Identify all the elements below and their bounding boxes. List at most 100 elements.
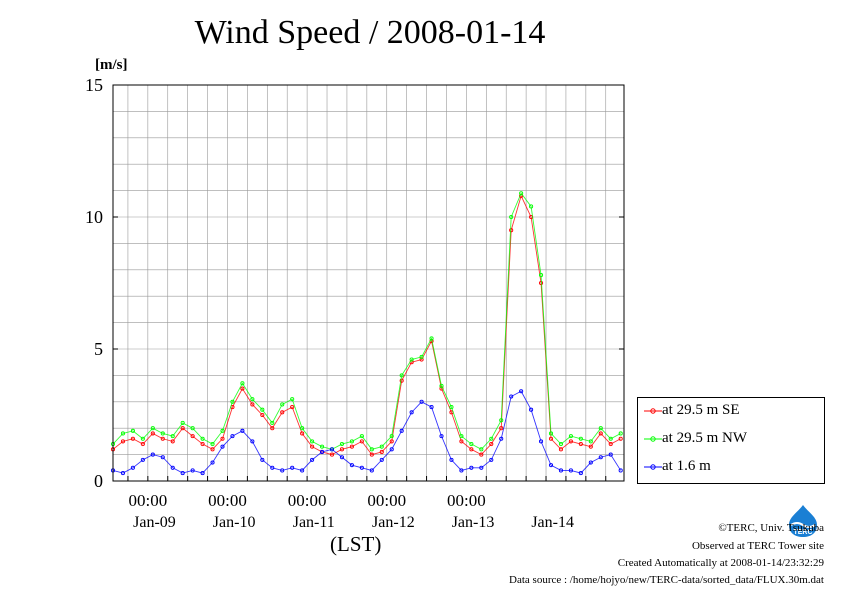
series-point-1 (588, 439, 593, 444)
legend-item-1-6m: at 1.6 m (638, 456, 824, 478)
series-point-0 (509, 228, 514, 233)
series-point-0 (210, 447, 215, 452)
series-point-1 (250, 397, 255, 402)
series-point-2 (280, 468, 285, 473)
series-point-2 (180, 471, 185, 476)
series-point-0 (170, 439, 175, 444)
grid (113, 85, 624, 481)
series-point-1 (389, 434, 394, 439)
x-date-label: Jan-10 (213, 514, 256, 531)
series-line-1 (112, 192, 621, 450)
series-point-1 (409, 357, 414, 362)
series-point-0 (459, 439, 464, 444)
series-point-1 (489, 436, 494, 441)
x-date-label: Jan-13 (452, 514, 495, 531)
series-point-0 (300, 431, 305, 436)
series-point-1 (568, 434, 573, 439)
credit-created: Created Automatically at 2008-01-14/23:3… (617, 557, 824, 569)
series-point-2 (489, 457, 494, 462)
series-point-2 (588, 460, 593, 465)
y-tick-label: 15 (85, 75, 103, 95)
series-point-2 (419, 399, 424, 404)
series-point-1 (339, 441, 345, 447)
series-point-2 (548, 463, 554, 468)
y-tick-label: 0 (94, 471, 103, 491)
series-point-1 (578, 436, 583, 441)
series-point-2 (618, 468, 623, 473)
axis-ticks: 0 5 10 15 00:00 00:00 00:00 00:00 00:00 Jan-09 Jan… (85, 75, 624, 531)
logo-text: TERC (793, 529, 812, 536)
series-point-0 (608, 441, 613, 447)
series-point-2 (220, 444, 225, 449)
series-point-0 (270, 426, 275, 431)
credit-source: Data source : /home/hojyo/new/TERC-data/… (509, 574, 824, 586)
series-point-1 (180, 420, 185, 425)
series-point-0 (150, 431, 155, 436)
series-point-1 (449, 405, 454, 410)
series-point-0 (598, 431, 603, 436)
series-point-0 (339, 447, 345, 452)
legend-label-se: at 29.5 m SE (662, 402, 740, 418)
series-point-2 (469, 465, 474, 470)
series-point-2 (150, 452, 155, 457)
legend-marker-1-6m (644, 464, 662, 470)
series-point-1 (280, 402, 285, 407)
series-point-1 (359, 434, 364, 439)
series-point-0 (190, 434, 195, 439)
series-point-2 (250, 439, 255, 444)
series-point-0 (499, 426, 504, 431)
y-tick-label: 10 (85, 207, 103, 227)
series-point-1 (170, 434, 175, 439)
series-point-2 (359, 465, 364, 470)
series-point-0 (140, 441, 145, 447)
series-point-2 (230, 434, 235, 439)
series-line-2 (112, 390, 622, 474)
series-point-2 (499, 436, 504, 441)
series-point-1 (399, 373, 404, 378)
credit-observed: Observed at TERC Tower site (691, 540, 824, 552)
series-point-1 (509, 214, 514, 220)
series-point-1 (240, 381, 245, 386)
series-point-2 (200, 471, 205, 476)
series-point-2 (300, 468, 305, 473)
series-point-0 (349, 444, 354, 449)
series-point-1 (300, 426, 305, 431)
series-point-2 (389, 447, 394, 452)
series-point-0 (180, 426, 185, 431)
series-point-0 (389, 439, 394, 444)
series-point-2 (339, 455, 345, 460)
series-point-1 (529, 204, 534, 209)
legend-label-1-6m: at 1.6 m (662, 458, 711, 474)
series-point-2 (140, 457, 145, 462)
terc-logo: TERC (789, 505, 817, 537)
series-point-0 (130, 436, 135, 441)
series-point-1 (519, 191, 524, 196)
series-point-0 (489, 441, 494, 447)
series-point-0 (548, 436, 554, 441)
series-point-2 (409, 410, 414, 415)
series-point-2 (529, 407, 534, 412)
series-point-1 (499, 418, 504, 423)
series-point-2 (120, 471, 126, 476)
legend-label-nw: at 29.5 m NW (662, 430, 747, 446)
series-point-0 (290, 405, 295, 410)
series-point-0 (220, 436, 225, 441)
series-point-0 (419, 357, 424, 362)
plot-frame (112, 84, 625, 482)
series-point-0 (160, 436, 165, 441)
series-point-2 (240, 428, 245, 433)
series-point-2 (260, 457, 265, 462)
series-point-2 (170, 465, 175, 470)
series-point-2 (160, 455, 165, 460)
series-point-1 (479, 447, 484, 452)
series-point-0 (469, 447, 474, 452)
y-axis-label: [m/s] (95, 57, 128, 73)
series-point-2 (538, 439, 544, 444)
series-point-1 (190, 426, 195, 431)
series-point-1 (230, 399, 235, 404)
series-point-0 (120, 439, 126, 444)
legend-marker-se (644, 408, 662, 414)
series-point-2 (379, 457, 384, 462)
series-point-2 (598, 455, 603, 460)
series-point-1 (469, 441, 474, 447)
